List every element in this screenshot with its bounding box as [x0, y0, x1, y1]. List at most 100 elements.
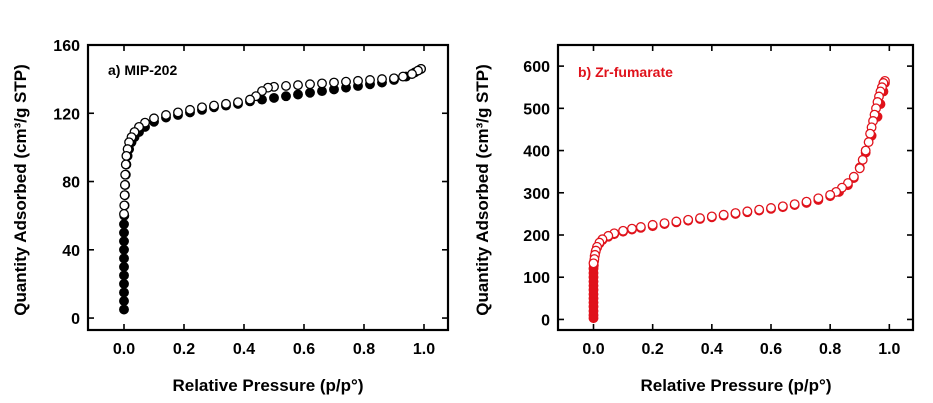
adsorption-point: [119, 278, 129, 289]
desorption-point: [659, 218, 670, 229]
plot-frame: [556, 43, 915, 332]
data-series: [588, 75, 890, 324]
desorption-point: [825, 189, 836, 200]
adsorption-point: [119, 296, 129, 306]
x-tick-labels: 0.0 0.2 0.4 0.6 0.8 1.0: [113, 341, 435, 358]
desorption-point: [865, 128, 876, 139]
x-tick-label: 0.8: [353, 341, 375, 358]
panel-label: b) Zr-fumarate: [578, 64, 673, 80]
desorption-point: [317, 78, 327, 89]
desorption-point: [777, 201, 788, 212]
y-tick-label: 200: [523, 228, 550, 245]
desorption-point: [627, 223, 637, 234]
adsorption-point: [281, 91, 291, 102]
desorption-point: [635, 222, 646, 232]
desorption-point: [209, 100, 219, 111]
desorption-point: [695, 213, 705, 224]
x-tick-label: 0.0: [582, 341, 604, 358]
y-tick-label: 40: [62, 243, 80, 260]
desorption-point: [305, 79, 315, 90]
desorption-point: [848, 171, 859, 182]
tick-marks: [558, 45, 913, 330]
adsorption-point: [119, 244, 129, 255]
plot-frame: [86, 43, 450, 332]
y-tick-label: 500: [523, 101, 550, 118]
desorption-point: [742, 206, 753, 217]
desorption-point: [233, 97, 243, 108]
desorption-point: [119, 179, 130, 190]
panel-label: a) MIP-202: [108, 62, 177, 78]
adsorption-series: [119, 63, 426, 315]
x-tick-label: 0.6: [293, 341, 315, 358]
desorption-point: [863, 137, 874, 148]
adsorption-point: [119, 236, 129, 247]
adsorption-series: [588, 78, 890, 324]
desorption-point: [857, 154, 868, 165]
desorption-point: [854, 163, 865, 174]
adsorption-point: [119, 227, 129, 238]
y-tick-label: 600: [523, 59, 550, 76]
y-tick-label: 80: [62, 175, 80, 192]
adsorption-point: [119, 304, 129, 315]
x-tick-label: 0.6: [760, 341, 782, 358]
desorption-point: [245, 94, 255, 105]
desorption-point: [647, 219, 658, 230]
desorption-point: [389, 73, 399, 84]
x-tick-label: 1.0: [413, 341, 435, 358]
plot-area: [86, 43, 450, 332]
desorption-point: [281, 81, 291, 91]
isotherm-chart-mip-202: a) MIP-202 0 40 80 120 160 0.0 0.2 0.4 0.6 0.8 1.…: [11, 38, 450, 395]
y-tick-label: 400: [523, 144, 550, 161]
desorption-point: [706, 211, 717, 222]
adsorption-point: [305, 87, 315, 98]
desorption-point: [119, 200, 130, 211]
x-axis-title: Relative Pressure (p/p°): [640, 376, 831, 395]
desorption-point: [730, 208, 741, 218]
desorption-point: [119, 209, 129, 219]
x-tick-label: 0.0: [113, 341, 135, 358]
y-tick-labels: 0 40 80 120 160: [53, 38, 80, 328]
desorption-point: [341, 76, 351, 87]
desorption-point: [365, 75, 375, 85]
x-axis-title: Relative Pressure (p/p°): [172, 376, 363, 395]
desorption-point: [407, 69, 417, 79]
y-tick-labels: 0 100 200 300 400 500 600: [523, 59, 550, 329]
desorption-point: [121, 150, 132, 161]
y-tick-label: 120: [53, 106, 80, 123]
y-tick-label: 0: [541, 312, 550, 329]
desorption-point: [718, 209, 729, 220]
y-axis-title: Quantity Adsorbed (cm³/g STP): [11, 64, 30, 316]
desorption-point: [329, 77, 339, 88]
tick-marks: [88, 44, 448, 330]
desorption-series: [588, 75, 890, 269]
adsorption-point: [119, 219, 129, 230]
adsorption-point: [269, 92, 279, 103]
desorption-point: [813, 193, 824, 204]
desorption-point: [293, 80, 303, 91]
desorption-point: [185, 104, 195, 115]
desorption-point: [671, 216, 682, 227]
desorption-point: [221, 98, 231, 109]
desorption-point: [789, 199, 800, 210]
x-tick-labels: 0.0 0.2 0.4 0.6 0.8 1.0: [582, 341, 900, 358]
desorption-series: [119, 63, 426, 219]
y-tick-label: 0: [71, 311, 80, 328]
desorption-point: [377, 74, 387, 85]
desorption-point: [119, 190, 130, 201]
desorption-point: [398, 71, 408, 82]
adsorption-point: [119, 261, 129, 272]
plot-area: [556, 43, 915, 332]
desorption-point: [683, 214, 694, 225]
desorption-point: [120, 159, 131, 170]
x-tick-label: 0.8: [819, 341, 841, 358]
desorption-point: [588, 258, 599, 269]
desorption-point: [149, 113, 159, 124]
adsorption-point: [119, 253, 129, 264]
y-axis-title: Quantity Adsorbed (cm³/g STP): [473, 64, 492, 316]
x-tick-label: 0.2: [173, 341, 195, 358]
x-tick-label: 0.2: [642, 341, 664, 358]
desorption-point: [161, 110, 171, 120]
adsorption-point: [119, 270, 129, 281]
x-tick-label: 0.4: [701, 341, 723, 358]
